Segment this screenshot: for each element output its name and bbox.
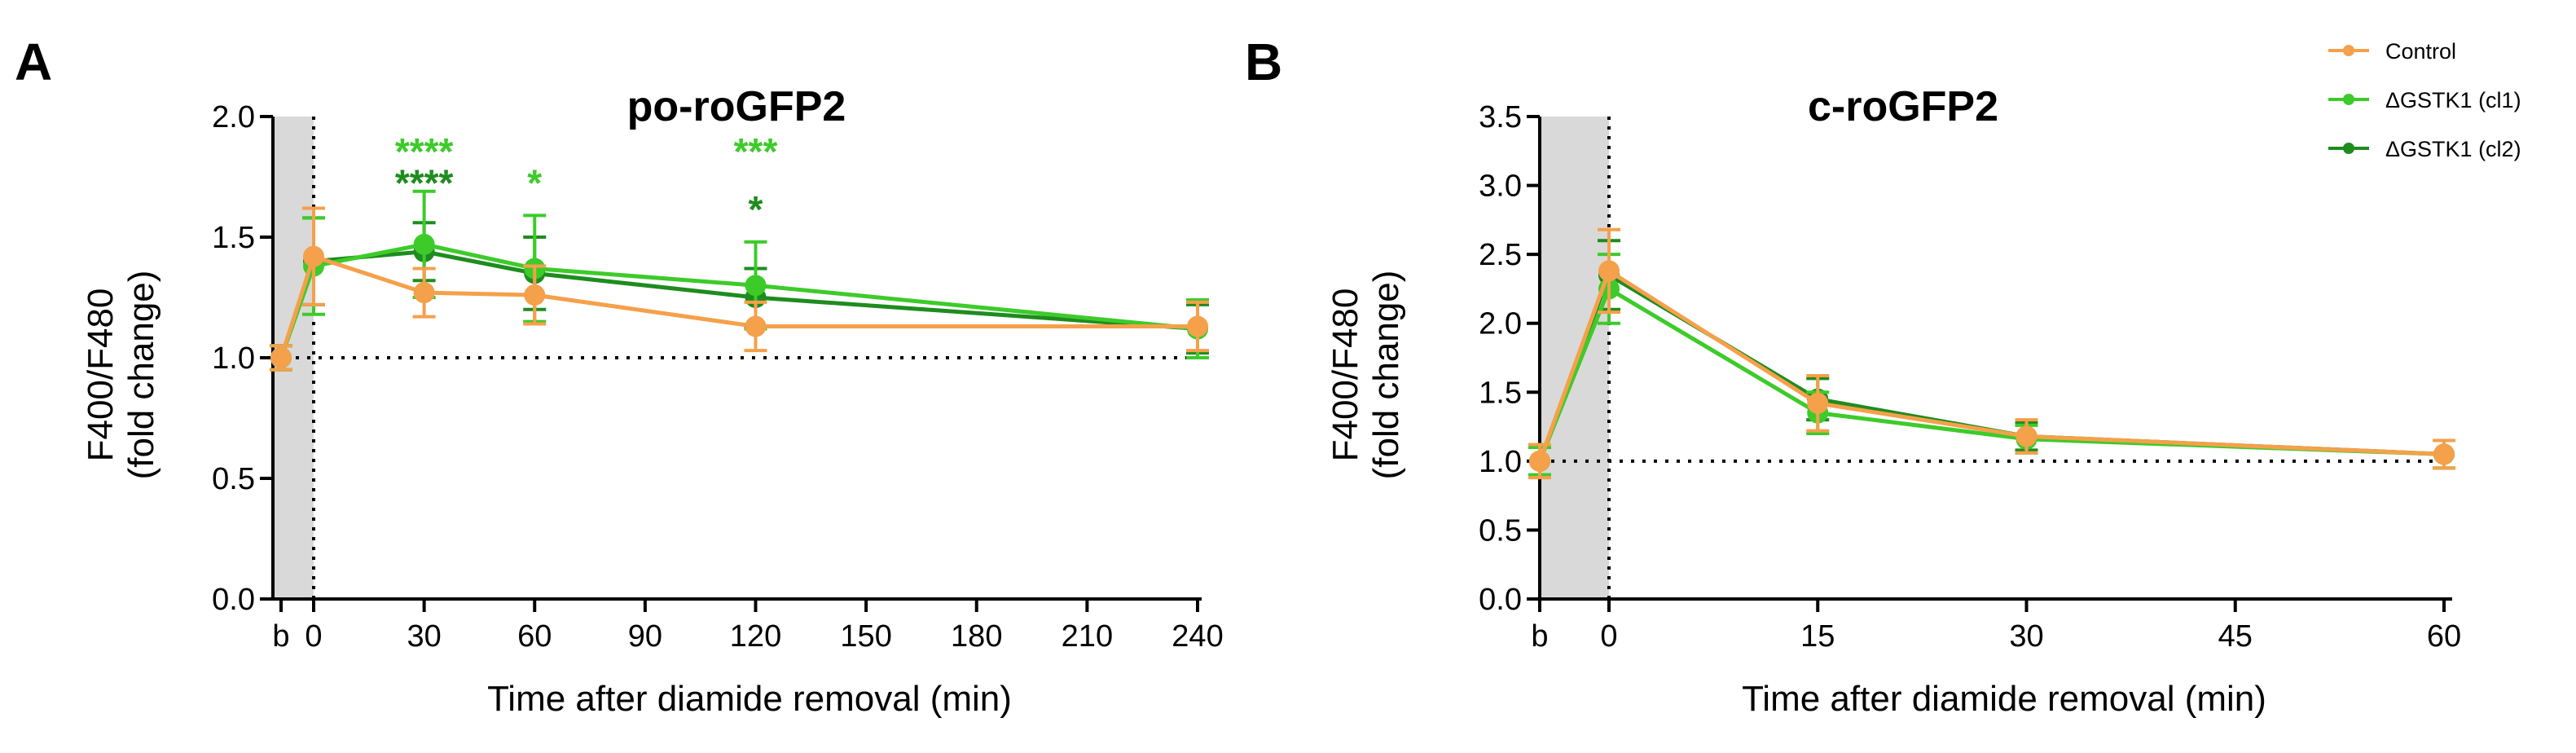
- panel-a-series-control-point: [270, 347, 292, 368]
- panel-a-series-control-point: [413, 282, 435, 304]
- panel-a-ytick-label: 0.0: [212, 583, 255, 617]
- legend-item-cl2: ΔGSTK1 (cl2): [2328, 137, 2521, 161]
- panel-b-series-control-point: [2016, 425, 2038, 447]
- panel-a-xtick-label: 210: [1062, 619, 1113, 654]
- panel-a-xtick-label: 0: [305, 619, 322, 654]
- panel-a-xtick-label: 240: [1172, 619, 1223, 654]
- panel-b-ytick-label: 3.5: [1479, 100, 1522, 134]
- panel-b-ytick-label: 2.5: [1479, 238, 1522, 272]
- panel-a-significance-stars: ****: [395, 162, 454, 205]
- panel-b-ytick-label: 3.0: [1479, 170, 1522, 204]
- panel-b-series-control-point: [1529, 450, 1550, 472]
- panel-b-xtick-label: 60: [2427, 619, 2461, 654]
- panel-a-series-control-line: [279, 253, 1198, 359]
- panel-b-xlabel: Time after diamide removal (min): [1742, 679, 2266, 719]
- panel-a-series-cl1-point: [413, 233, 435, 255]
- panel-a-series-control-point: [524, 284, 546, 306]
- panel-a-series-control-point: [303, 245, 324, 267]
- panel-a-title: po-roGFP2: [627, 83, 846, 130]
- panel-a-series-control-point: [1187, 315, 1208, 337]
- panel-b-xtick-label: 15: [1800, 619, 1835, 654]
- panel-a-ytick-label: 1.5: [212, 221, 255, 255]
- panel-a-significance-stars: *: [527, 162, 542, 205]
- panel-b-ytick-label: 0.5: [1479, 513, 1522, 548]
- panel-b-ytick-label: 0.0: [1479, 583, 1522, 617]
- panel-a-xtick-label: 60: [517, 619, 552, 654]
- legend-item-cl1: ΔGSTK1 (cl1): [2328, 88, 2521, 112]
- panel-a-series-cl1-point: [745, 275, 767, 297]
- panel-b-plot: 0.0 0.5 1.0 1.5 2.0 2.5 3.0 3.5 b 0 15 30 45 60: [1479, 100, 2461, 654]
- panel-a-ytick-label: 2.0: [212, 100, 255, 134]
- legend-item-control: Control: [2328, 39, 2456, 64]
- panel-b-shaded-region: [1540, 117, 1609, 599]
- panel-b-ylabel-line2: (fold change): [1366, 271, 1406, 480]
- panel-a-xtick-label: b: [272, 619, 289, 654]
- panel-b-xtick-label: b: [1531, 619, 1548, 654]
- panel-a-significance-stars: *: [749, 188, 763, 231]
- panel-b-ylabel-line1: F400/F480: [1325, 288, 1365, 462]
- panel-b-ytick-label: 1.5: [1479, 376, 1522, 410]
- panel-b-series-control-line: [1537, 267, 2445, 462]
- panel-b-ytick-label: 2.0: [1479, 307, 1522, 341]
- panel-a-plot: 0.00.51.01.52.0b 0 30 60 90 120 150 180 210 240**…: [212, 100, 1224, 654]
- panel-a-xtick-label: 120: [730, 619, 781, 654]
- panel-b-xtick-label: 45: [2218, 619, 2253, 654]
- panel-a-significance-stars: ***: [734, 130, 778, 173]
- panel-a-xtick-label: 90: [628, 619, 662, 654]
- panel-a-letter: A: [15, 33, 52, 91]
- legend: Control ΔGSTK1 (cl1) ΔGSTK1 (cl2): [2328, 39, 2521, 161]
- panel-a-significance-stars: ****: [395, 130, 454, 173]
- panel-b-xtick-label: 0: [1600, 619, 1617, 654]
- panel-b-series-control-point: [2433, 443, 2455, 465]
- panel-b-xtick-label: 30: [2009, 619, 2043, 654]
- panel-b-series-control-point: [1807, 392, 1829, 414]
- panel-a-ylabel-line2: (fold change): [121, 271, 161, 480]
- legend-marker-cl2: [2343, 143, 2354, 154]
- panel-b-series-control-point: [1598, 260, 1620, 282]
- panel-a-xtick-label: 30: [407, 619, 441, 654]
- legend-label-control: Control: [2385, 39, 2456, 64]
- panel-a-xlabel: Time after diamide removal (min): [487, 679, 1012, 719]
- panel-a-ytick-label: 0.5: [212, 462, 255, 496]
- panel-a-series-control-point: [745, 315, 767, 337]
- panel-b-letter: B: [1245, 33, 1282, 91]
- panel-b-title: c-roGFP2: [1808, 83, 1998, 130]
- legend-marker-control: [2343, 45, 2354, 56]
- panel-a-ylabel-line1: F400/F480: [81, 288, 121, 462]
- panel-a-ytick-label: 1.0: [212, 341, 255, 376]
- panel-a-xtick-label: 180: [951, 619, 1002, 654]
- panel-b-ytick-label: 1.0: [1479, 445, 1522, 479]
- legend-label-cl2: ΔGSTK1 (cl2): [2385, 137, 2521, 161]
- panel-a-xtick-label: 150: [840, 619, 891, 654]
- panel-a-series-cl1-line: [279, 242, 1198, 359]
- legend-label-cl1: ΔGSTK1 (cl1): [2385, 88, 2521, 112]
- legend-marker-cl1: [2343, 94, 2354, 105]
